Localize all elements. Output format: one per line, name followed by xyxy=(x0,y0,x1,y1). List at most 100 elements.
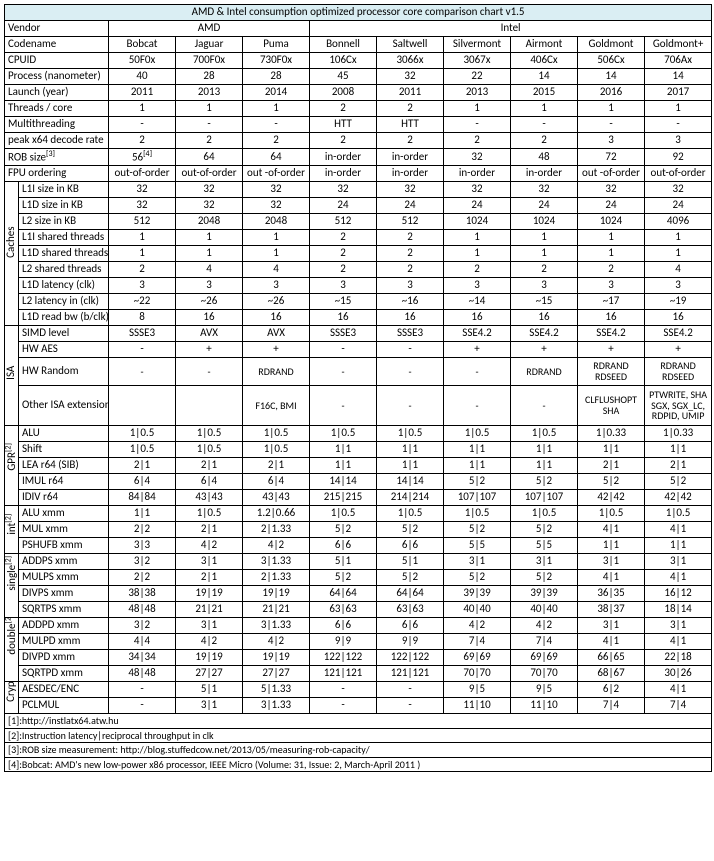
row-decode: peak x64 decode rate222222233 xyxy=(5,133,712,149)
cell-alu-7: 1|0.33 xyxy=(578,426,645,442)
cell-l2sh-1: 4 xyxy=(176,262,243,278)
cell-mulps-7: 4|1 xyxy=(578,570,645,586)
cell-addps-4: 5|1 xyxy=(377,554,444,570)
row-imul: IMUL r646|46|46|414|1414|145|25|25|25|2 xyxy=(5,474,712,490)
cell-l1ish-4: 2 xyxy=(377,230,444,246)
cell-aesdec-6: 9|5 xyxy=(511,682,578,698)
cell-idiv-4: 214|214 xyxy=(377,490,444,506)
label-l1ish: L1I shared threads xyxy=(19,230,109,246)
cell-l1dsh-2: 1 xyxy=(243,246,310,262)
cell-pclmul-1: 3|1 xyxy=(176,698,243,714)
cell-otherisa-4: - xyxy=(377,386,444,426)
cell-alu-6: 1|0.5 xyxy=(511,426,578,442)
cell-process-7: 14 xyxy=(578,69,645,85)
cell-hwaes-0: - xyxy=(109,342,176,358)
cell-hwrnd-6: RDRAND xyxy=(511,358,578,386)
cell-lea-1: 2|1 xyxy=(176,458,243,474)
cell-l1dbw-2: 16 xyxy=(243,310,310,326)
cell-l1dlat-5: 3 xyxy=(444,278,511,294)
label-hwrnd: HW Random xyxy=(19,358,109,386)
cell-pshuf-8: 1|1 xyxy=(645,538,712,554)
cell-divpd-8: 22|18 xyxy=(645,650,712,666)
cell-threads-5: 1 xyxy=(444,101,511,117)
row-sqrtps: SQRTPS xmm48|4821|2121|2163|6363|6340|40… xyxy=(5,602,712,618)
row-hwrnd: HW Random--RDRAND---RDRANDRDRAND RDSEEDR… xyxy=(5,358,712,386)
cell-cpuid-1: 700F0x xyxy=(176,53,243,69)
label-sqrtpd: SQRTPD xmm xyxy=(19,666,109,682)
cell-l1dbw-6: 16 xyxy=(511,310,578,326)
cell-l1dsh-5: 1 xyxy=(444,246,511,262)
cell-sqrtpd-2: 27|27 xyxy=(243,666,310,682)
cell-sqrtps-0: 48|48 xyxy=(109,602,176,618)
row-l2lat: L2 latency in (clk)~22~26~26~15~16~14~15… xyxy=(5,294,712,310)
cell-sqrtps-3: 63|63 xyxy=(310,602,377,618)
row-mulpd: MULPD xmm4|44|24|29|99|97|47|44|14|1 xyxy=(5,634,712,650)
cell-lea-6: 1|1 xyxy=(511,458,578,474)
cell-l2lat-4: ~16 xyxy=(377,294,444,310)
cell-process-3: 45 xyxy=(310,69,377,85)
label-pshuf: PSHUFB xmm xyxy=(19,538,109,554)
row-idiv: IDIV r6484|8443|4343|43215|215214|214107… xyxy=(5,490,712,506)
section-int: int[2] xyxy=(5,506,19,554)
cell-l1dlat-3: 3 xyxy=(310,278,377,294)
cell-addps-8: 3|1 xyxy=(645,554,712,570)
cell-l1ish-3: 2 xyxy=(310,230,377,246)
label-l2: L2 size in KB xyxy=(19,214,109,230)
row-l2sh: L2 shared threads244222224 xyxy=(5,262,712,278)
label-mt: Multithreading xyxy=(5,117,109,133)
cell-lea-3: 1|1 xyxy=(310,458,377,474)
cell-lea-7: 2|1 xyxy=(578,458,645,474)
cell-imul-7: 5|2 xyxy=(578,474,645,490)
cell-l1dbw-5: 16 xyxy=(444,310,511,326)
cell-l1dlat-6: 3 xyxy=(511,278,578,294)
cell-mulps-8: 4|1 xyxy=(645,570,712,586)
row-mt: Multithreading---HTTHTT---- xyxy=(5,117,712,133)
cell-l1d-2: 32 xyxy=(243,198,310,214)
cell-divpd-5: 69|69 xyxy=(444,650,511,666)
cell-mulps-5: 5|2 xyxy=(444,570,511,586)
core-bonnell: Bonnell xyxy=(310,37,377,53)
row-fpu: FPU orderingout-of-orderout-of-orderout … xyxy=(5,166,712,182)
row-sqrtpd: SQRTPD xmm48|4827|2727|27121|121121|1217… xyxy=(5,666,712,682)
cell-aesdec-2: 5|1.33 xyxy=(243,682,310,698)
cell-imul-1: 6|4 xyxy=(176,474,243,490)
cell-shift-0: 1|0.5 xyxy=(109,442,176,458)
cell-threads-6: 1 xyxy=(511,101,578,117)
cell-sqrtps-7: 38|37 xyxy=(578,602,645,618)
cell-pclmul-3: - xyxy=(310,698,377,714)
cell-aesdec-0: - xyxy=(109,682,176,698)
label-l2sh: L2 shared threads xyxy=(19,262,109,278)
cell-shift-1: 1|0.5 xyxy=(176,442,243,458)
cell-simd-1: AVX xyxy=(176,326,243,342)
cell-mulps-0: 2|2 xyxy=(109,570,176,586)
cell-mulxmm-2: 2|1.33 xyxy=(243,522,310,538)
cell-aesdec-1: 5|1 xyxy=(176,682,243,698)
cell-hwrnd-5: - xyxy=(444,358,511,386)
cell-divps-1: 19|19 xyxy=(176,586,243,602)
cell-aesdec-7: 6|2 xyxy=(578,682,645,698)
cell-divpd-3: 122|122 xyxy=(310,650,377,666)
label-pclmul: PCLMUL xyxy=(19,698,109,714)
cell-aluxmm-4: 1|0.5 xyxy=(377,506,444,522)
cell-divps-0: 38|38 xyxy=(109,586,176,602)
cell-fpu-1: out-of-order xyxy=(176,166,243,182)
cell-l1i-3: 32 xyxy=(310,182,377,198)
cell-sqrtpd-6: 70|70 xyxy=(511,666,578,682)
label-divpd: DIVPD xmm xyxy=(19,650,109,666)
cell-aesdec-5: 9|5 xyxy=(444,682,511,698)
cell-cpuid-4: 3066x xyxy=(377,53,444,69)
label-lea: LEA r64 (SIB) xyxy=(19,458,109,474)
cell-sqrtps-2: 21|21 xyxy=(243,602,310,618)
label-l1d: L1D size in KB xyxy=(19,198,109,214)
cell-sqrtps-8: 18|14 xyxy=(645,602,712,618)
label-l1dlat: L1D latency (clk) xyxy=(19,278,109,294)
cell-addpd-3: 6|6 xyxy=(310,618,377,634)
cell-threads-4: 2 xyxy=(377,101,444,117)
cell-sqrtps-6: 40|40 xyxy=(511,602,578,618)
cell-mulps-3: 5|2 xyxy=(310,570,377,586)
cell-mulpd-3: 9|9 xyxy=(310,634,377,650)
cell-l2-4: 512 xyxy=(377,214,444,230)
cell-aluxmm-2: 1.2|0.66 xyxy=(243,506,310,522)
cell-l2lat-3: ~15 xyxy=(310,294,377,310)
cell-fpu-5: in-order xyxy=(444,166,511,182)
